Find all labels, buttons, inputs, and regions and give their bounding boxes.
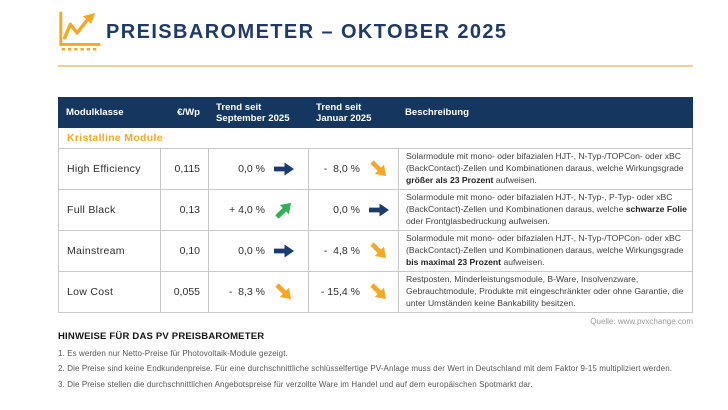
trend-januar-value: - 15,4 % [320,286,360,298]
trend-september-cell: 0,0 % [208,231,308,271]
table-row-mainstream: Mainstream 0,10 0,0 % - 4,8 % Solarmodul… [58,231,693,272]
trend-september-value: 0,0 % [238,163,265,175]
trend-januar-cell: - 15,4 % [308,272,398,312]
note-item-2: 2. Die Preise sind keine Endkundenpreise… [58,364,673,373]
trend-down-arrow-icon [369,283,389,300]
module-class-name: High Efficiency [58,149,160,189]
trend-down-arrow-icon [274,283,294,300]
module-class-name: Full Black [58,190,160,230]
trend-flat-arrow-icon [274,162,294,176]
trend-januar-value: - 4,8 % [323,245,360,257]
table-row-low-cost: Low Cost 0,055 - 8,3 % - 15,4 % Restpost… [58,272,693,313]
section-row-kristalline-module: Kristalline Module [58,128,693,149]
trend-september-value: - 8,3 % [228,286,265,298]
trend-januar-cell: 0,0 % [308,190,398,230]
notes-heading: HINWEISE FÜR DAS PV PREISBAROMETER [58,331,265,342]
price-value: 0,115 [160,149,208,189]
source-credit: Quelle: www.pvxchange.com [590,317,693,326]
page-title: PREISBAROMETER – OKTOBER 2025 [106,21,508,43]
trend-januar-value: 0,0 % [333,204,360,216]
description-text: Restposten, Minderleistungsmodule, B-War… [398,272,693,312]
trend-up-arrow-icon [274,202,294,219]
note-item-1: 1. Es werden nur Netto-Preise für Photov… [58,348,288,358]
trend-down-arrow-icon [369,242,389,259]
col-header-trend-september: Trend seit September 2025 [216,101,290,124]
trend-januar-value: - 8,0 % [323,163,360,175]
header-divider [58,65,693,67]
table-row-high-efficiency: High Efficiency 0,115 0,0 % - 8,0 % Sola… [58,149,693,190]
price-value: 0,10 [160,231,208,271]
line-chart-up-arrow-icon [56,10,102,54]
module-class-name: Low Cost [58,272,160,312]
trend-down-arrow-icon [369,160,389,177]
trend-januar-cell: - 8,0 % [308,149,398,189]
col-header-price: €/Wp [177,107,200,118]
col-header-beschreibung: Beschreibung [405,107,469,118]
module-class-name: Mainstream [58,231,160,271]
table-header-row: Modulklasse €/Wp Trend seit September 20… [58,97,693,128]
trend-september-cell: 0,0 % [208,149,308,189]
section-label: Kristalline Module [67,132,163,144]
notes-section: HINWEISE FÜR DAS PV PREISBAROMETER 1. Es… [58,331,698,389]
price-table: Modulklasse €/Wp Trend seit September 20… [58,97,693,313]
trend-januar-cell: - 4,8 % [308,231,398,271]
col-header-modulklasse: Modulklasse [66,107,124,118]
description-text: Solarmodule mit mono- oder bifazialen HJ… [398,190,693,230]
table-row-full-black: Full Black 0,13 + 4,0 % 0,0 % Solarmodul… [58,190,693,231]
description-text: Solarmodule mit mono- oder bifazialen HJ… [398,231,693,271]
description-text: Solarmodule mit mono- oder bifazialen HJ… [398,149,693,189]
price-value: 0,13 [160,190,208,230]
trend-flat-arrow-icon [274,244,294,258]
note-item-3: 3. Die Preise stellen die durchschnittli… [58,379,533,389]
trend-september-cell: + 4,0 % [208,190,308,230]
col-header-trend-januar: Trend seit Januar 2025 [316,101,372,124]
trend-flat-arrow-icon [369,203,389,217]
price-value: 0,055 [160,272,208,312]
trend-september-value: 0,0 % [238,245,265,257]
trend-september-value: + 4,0 % [229,204,265,216]
trend-september-cell: - 8,3 % [208,272,308,312]
